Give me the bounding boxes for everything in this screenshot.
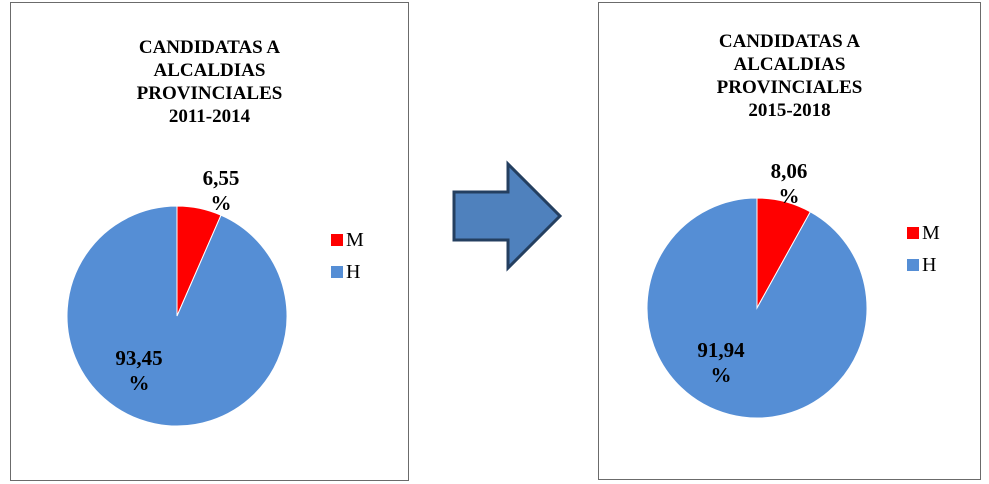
legend-item-h: H <box>907 249 940 281</box>
chart-panel-2015-2018: CANDIDATAS A ALCALDIAS PROVINCIALES 2015… <box>598 2 981 480</box>
chart-legend: M H <box>331 224 364 288</box>
legend-swatch <box>331 234 343 246</box>
legend-label: H <box>346 261 360 284</box>
legend-label: M <box>346 229 364 252</box>
legend-label: M <box>922 222 940 245</box>
legend-label: H <box>922 254 936 277</box>
chart-legend: M H <box>907 217 940 281</box>
legend-item-h: H <box>331 256 364 288</box>
arrow-shape <box>454 164 560 268</box>
legend-swatch <box>907 227 919 239</box>
legend-swatch <box>907 259 919 271</box>
legend-item-m: M <box>907 217 940 249</box>
right-arrow-icon <box>450 160 565 272</box>
legend-item-m: M <box>331 224 364 256</box>
pie-slice-h <box>67 206 287 426</box>
pie-slice-h <box>647 198 867 418</box>
legend-swatch <box>331 266 343 278</box>
chart-panel-2011-2014: CANDIDATAS A ALCALDIAS PROVINCIALES 2011… <box>10 2 409 481</box>
data-label-m: 6,55% <box>203 166 240 215</box>
